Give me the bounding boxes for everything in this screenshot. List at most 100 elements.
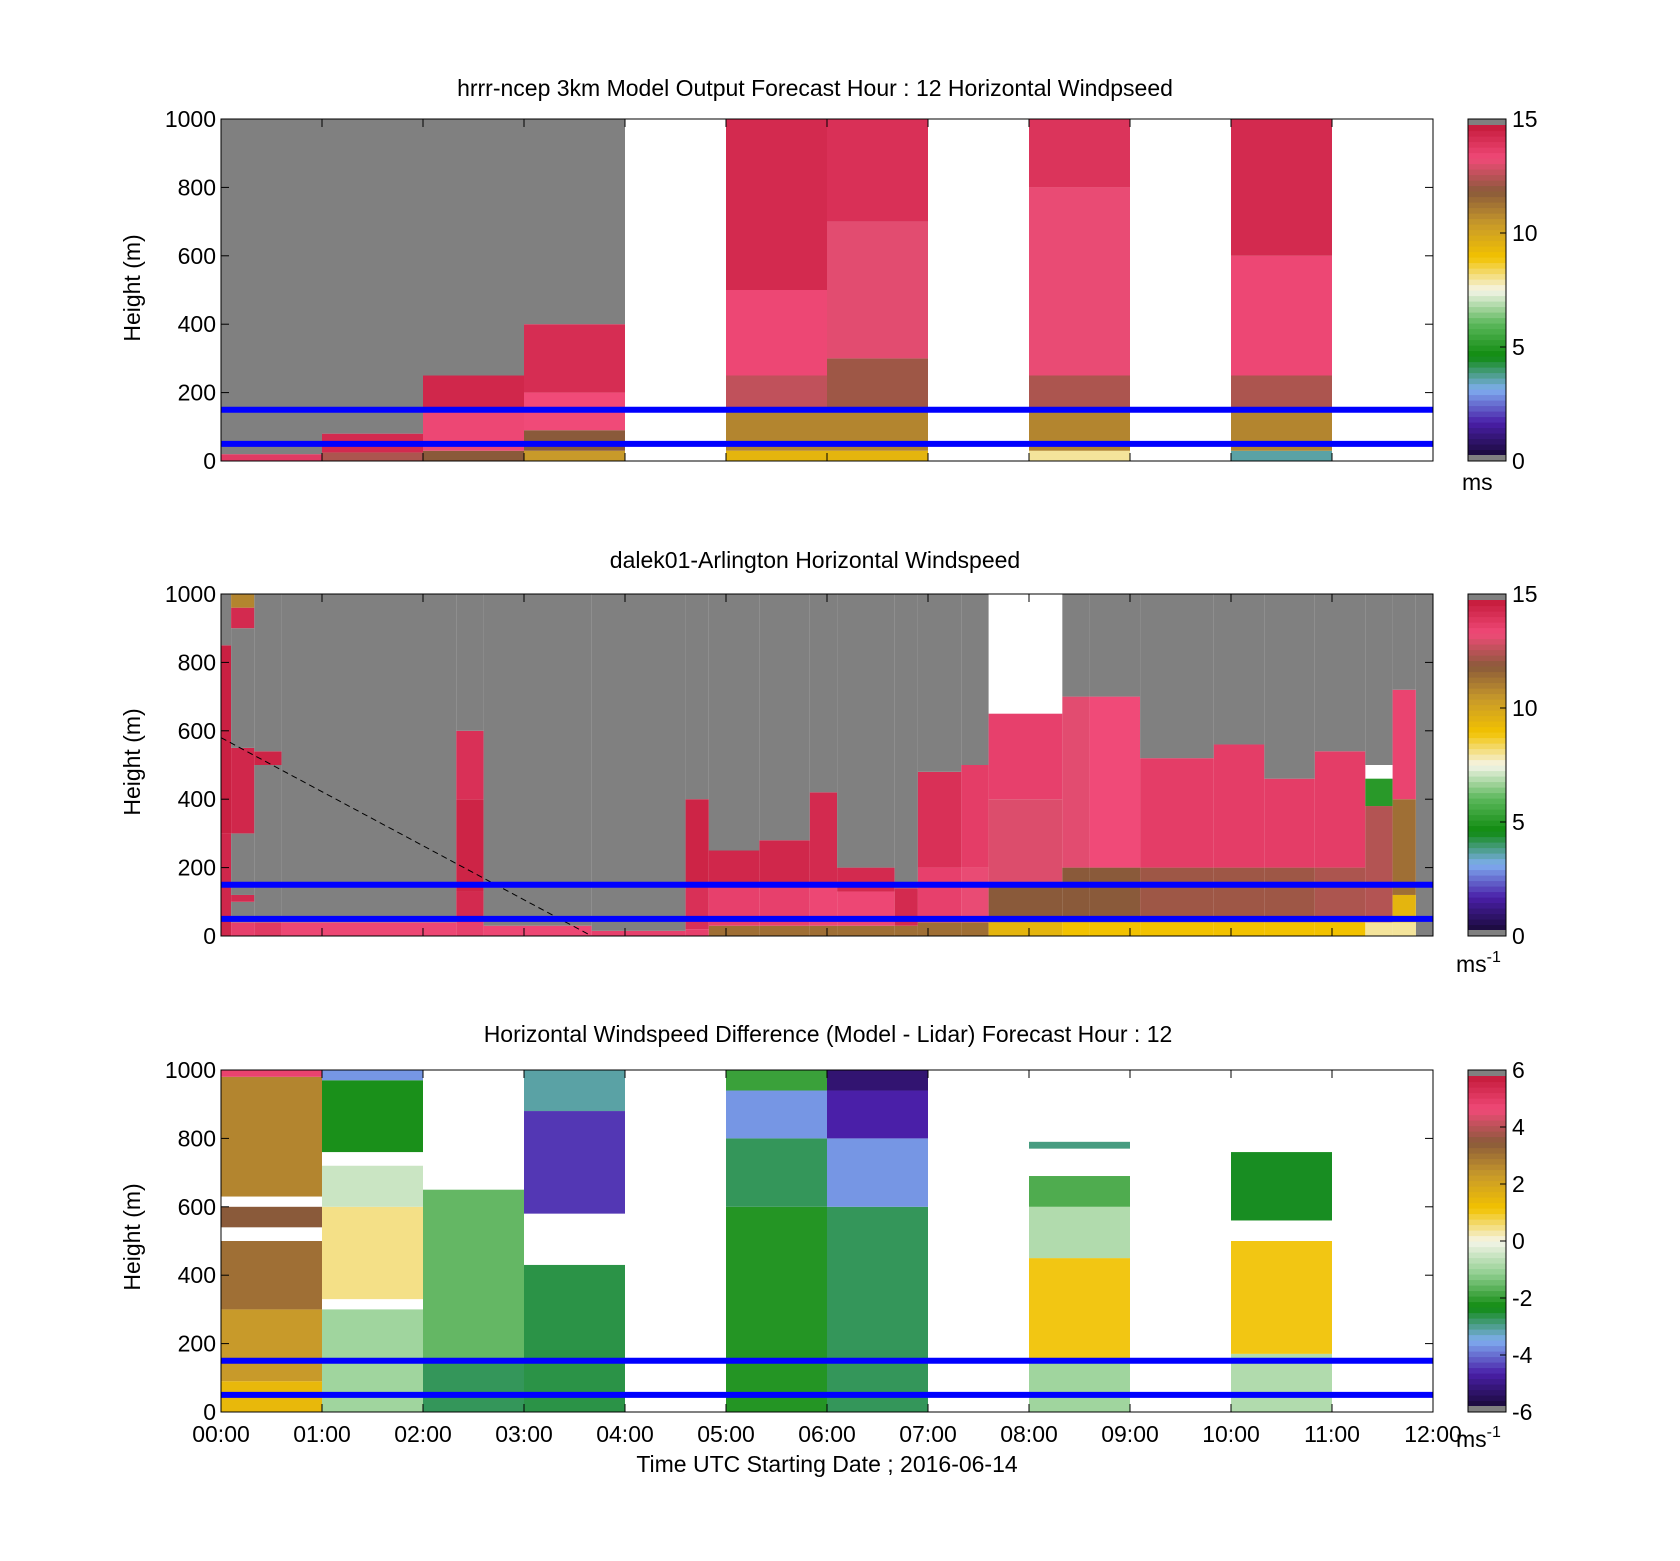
data-column [1231, 119, 1332, 461]
y-axis-label: Height (m) [119, 234, 145, 341]
colorbar-swatch [1468, 1252, 1506, 1259]
colorbar-swatch [1468, 136, 1506, 143]
colorbar-swatch [1468, 622, 1506, 629]
colorbar-swatch [1468, 1395, 1506, 1402]
colorbar-swatch [1468, 754, 1506, 761]
colorbar-swatch [1468, 682, 1506, 689]
data-cell [221, 454, 322, 461]
data-cell [827, 1090, 928, 1139]
data-cell [827, 450, 928, 461]
colorbar-swatch [1468, 1169, 1506, 1176]
colorbar-swatch [1468, 141, 1506, 148]
colorbar-swatch [1468, 858, 1506, 865]
y-tick-label: 200 [178, 380, 216, 406]
colorbar-swatch [1468, 306, 1506, 313]
colorbar-swatch [1468, 710, 1506, 717]
colorbar-swatch [1468, 704, 1506, 711]
data-cell [221, 119, 322, 455]
data-cell [1062, 594, 1090, 697]
colorbar-swatch [1468, 814, 1506, 821]
colorbar-swatch [1468, 1098, 1506, 1105]
y-tick-label: 400 [178, 786, 216, 812]
colorbar-swatch [1468, 378, 1506, 385]
colorbar-swatch [1468, 1340, 1506, 1347]
data-cell [524, 1070, 625, 1112]
colorbar-swatch [1468, 1197, 1506, 1204]
colorbar-swatch [1468, 864, 1506, 871]
data-cell [1029, 375, 1130, 410]
data-cell [221, 1309, 322, 1382]
colorbar-swatch [1468, 383, 1506, 390]
colorbar-unit: ms-1 [1456, 949, 1501, 977]
colorbar-tick-label: -4 [1512, 1342, 1533, 1368]
data-cell [1231, 375, 1332, 410]
colorbar-swatch [1468, 836, 1506, 843]
x-tick-label: 03:00 [495, 1421, 553, 1447]
colorbar-swatch [1468, 257, 1506, 264]
data-cell [1213, 744, 1265, 868]
colorbar-cap [1468, 594, 1506, 600]
colorbar-swatch [1468, 224, 1506, 231]
data-cell [961, 594, 989, 765]
data-cell [1089, 922, 1141, 936]
data-cell [1089, 594, 1141, 697]
colorbar-swatch [1468, 444, 1506, 451]
y-tick-label: 600 [178, 1194, 216, 1220]
data-column [322, 119, 423, 461]
colorbar-frame [1467, 593, 1507, 937]
data-cell [961, 922, 989, 936]
colorbar-swatch [1468, 213, 1506, 220]
colorbar-swatch [1468, 185, 1506, 192]
data-cell [254, 765, 282, 923]
colorbar-swatch [1468, 809, 1506, 816]
data-cell [917, 922, 962, 936]
data-cell [827, 119, 928, 222]
y-tick-label: 800 [178, 1125, 216, 1151]
colorbar-swatch [1468, 1241, 1506, 1248]
data-column [1231, 1152, 1332, 1412]
colorbar-cap [1468, 1070, 1506, 1076]
data-cell [1392, 594, 1416, 690]
data-column [1029, 1141, 1130, 1412]
colorbar-swatch [1468, 765, 1506, 772]
data-cell [1264, 867, 1315, 923]
colorbar-swatch [1468, 1400, 1506, 1407]
data-cell [524, 450, 625, 461]
data-cell [809, 925, 838, 936]
colorbar-swatch [1468, 913, 1506, 920]
data-cell [917, 867, 962, 923]
x-tick-label: 05:00 [697, 1421, 755, 1447]
colorbar-swatch [1468, 1290, 1506, 1297]
data-cell [591, 594, 686, 931]
data-cell [231, 628, 255, 748]
colorbar-swatch [1468, 334, 1506, 341]
colorbar-swatch [1468, 268, 1506, 275]
x-tick-label: 02:00 [394, 1421, 452, 1447]
colorbar-swatch [1468, 130, 1506, 137]
data-cell [423, 119, 524, 376]
data-cell [1314, 594, 1366, 752]
data-cell [322, 1080, 423, 1153]
colorbar-tick-label: 0 [1512, 923, 1525, 949]
data-column [254, 594, 282, 936]
colorbar-swatch [1468, 1103, 1506, 1110]
colorbar-swatch [1468, 317, 1506, 324]
colorbar: 0 5 10 15 [1467, 581, 1538, 949]
data-cell [254, 751, 282, 765]
colorbar-cap [1468, 1406, 1506, 1412]
colorbar-swatch [1468, 422, 1506, 429]
data-cell [231, 747, 255, 834]
colorbar-tick-label: 0 [1512, 1228, 1525, 1254]
colorbar-swatch [1468, 1087, 1506, 1094]
data-cell [221, 1241, 322, 1310]
colorbar-swatch [1468, 611, 1506, 618]
data-cell [685, 594, 709, 800]
y-tick-label: 600 [178, 718, 216, 744]
colorbar-swatch [1468, 1224, 1506, 1231]
data-cell [726, 450, 827, 461]
colorbar-swatch [1468, 235, 1506, 242]
data-cell [685, 929, 709, 936]
colorbar-swatch [1468, 1345, 1506, 1352]
colorbar-swatch [1468, 1147, 1506, 1154]
